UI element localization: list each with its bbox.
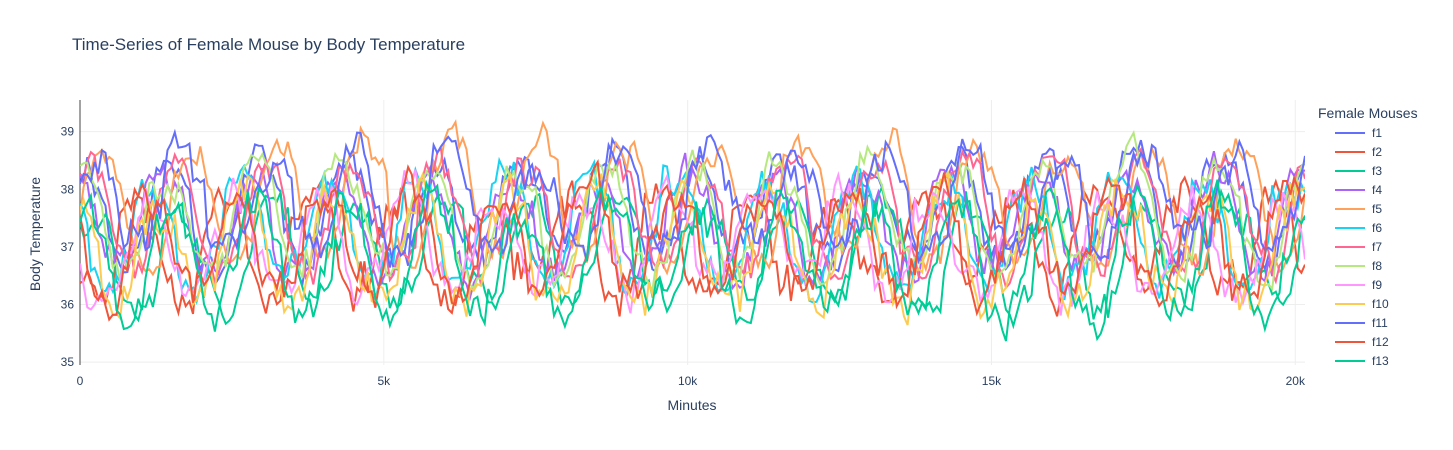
legend-label: f3 <box>1372 164 1382 178</box>
y-axis-title: Body Temperature <box>27 177 43 291</box>
legend-label: f1 <box>1372 126 1382 140</box>
legend-label: f4 <box>1372 183 1382 197</box>
y-tick-label: 38 <box>61 182 75 196</box>
legend-item-f13[interactable]: f13 <box>1335 354 1389 368</box>
legend-label: f13 <box>1372 354 1389 368</box>
legend-item-f1[interactable]: f1 <box>1335 126 1382 140</box>
x-tick-label: 20k <box>1286 374 1306 388</box>
legend-item-f3[interactable]: f3 <box>1335 164 1382 178</box>
y-tick-label: 36 <box>61 298 75 312</box>
series-line-f8 <box>80 129 1305 293</box>
series-line-f5 <box>80 119 1305 277</box>
series-line-f7 <box>80 146 1305 290</box>
legend-item-f12[interactable]: f12 <box>1335 335 1389 349</box>
x-tick-label: 15k <box>982 374 1002 388</box>
legend-item-f7[interactable]: f7 <box>1335 240 1382 254</box>
legend-label: f8 <box>1372 259 1382 273</box>
x-axis-title: Minutes <box>667 397 716 413</box>
legend-label: f10 <box>1372 297 1389 311</box>
legend-item-f10[interactable]: f10 <box>1335 297 1389 311</box>
legend-title: Female Mouses <box>1318 105 1418 121</box>
x-tick-label: 0 <box>77 374 84 388</box>
legend-label: f6 <box>1372 221 1382 235</box>
legend-item-f2[interactable]: f2 <box>1335 145 1382 159</box>
y-tick-label: 35 <box>61 355 75 369</box>
legend-item-f8[interactable]: f8 <box>1335 259 1382 273</box>
series-line-f13 <box>80 179 1305 342</box>
legend-label: f9 <box>1372 278 1382 292</box>
x-tick-label: 5k <box>377 374 391 388</box>
y-tick-label: 37 <box>61 240 75 254</box>
legend[interactable]: Female Mouses f1 f2 f3 f4 f5 f6 f7 f8 f9 f10 f11 f1… <box>1318 105 1418 368</box>
legend-label: f11 <box>1372 316 1388 330</box>
legend-item-f5[interactable]: f5 <box>1335 202 1382 216</box>
series-line-f12 <box>80 158 1305 322</box>
legend-item-f4[interactable]: f4 <box>1335 183 1382 197</box>
chart-title: Time-Series of Female Mouse by Body Temp… <box>72 35 465 54</box>
legend-label: f12 <box>1372 335 1389 349</box>
legend-label: f7 <box>1372 240 1382 254</box>
y-tick-label: 39 <box>61 125 75 139</box>
x-tick-label: 10k <box>678 374 698 388</box>
plot-area <box>80 119 1305 342</box>
legend-item-f9[interactable]: f9 <box>1335 278 1382 292</box>
legend-label: f5 <box>1372 202 1382 216</box>
legend-item-f11[interactable]: f11 <box>1335 316 1388 330</box>
legend-item-f6[interactable]: f6 <box>1335 221 1382 235</box>
axes: 35 36 37 38 39 0 5k 10k 15k 20k <box>61 125 1306 388</box>
legend-label: f2 <box>1372 145 1382 159</box>
series-line-f11 <box>80 128 1305 268</box>
